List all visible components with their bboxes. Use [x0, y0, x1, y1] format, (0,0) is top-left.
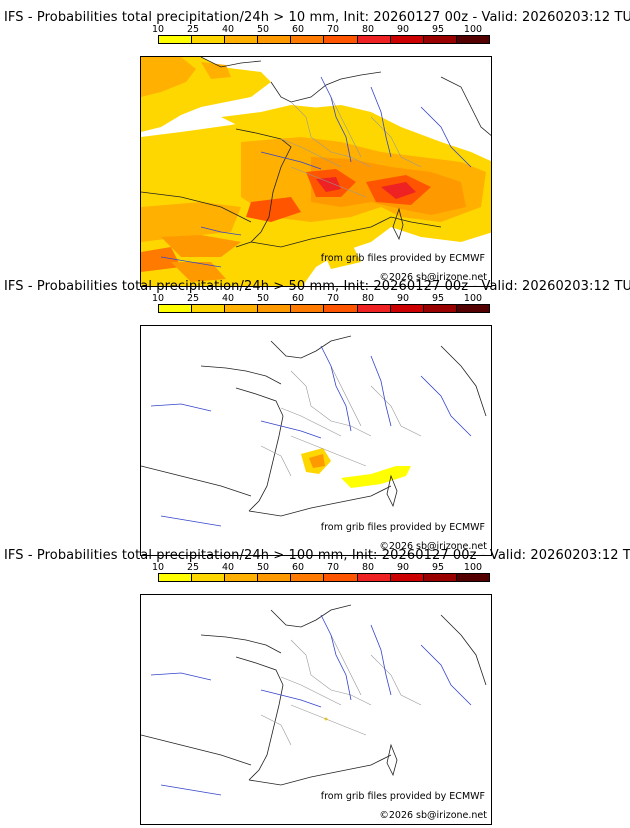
admin-borders — [260, 634, 422, 746]
colorbar-segment — [357, 36, 391, 43]
precip-shading — [301, 448, 411, 488]
colorbar-tick: 50 — [256, 562, 270, 573]
colorbar-segment — [291, 36, 325, 43]
data-source-credit: from grib files provided by ECMWF — [320, 791, 485, 802]
colorbar-segment — [324, 36, 358, 43]
colorbar-tick: 25 — [186, 24, 200, 35]
colorbar-segment — [159, 36, 193, 43]
colorbar-tick: 80 — [361, 293, 375, 304]
colorbar-tick: 25 — [186, 293, 200, 304]
colorbar-segment — [390, 36, 424, 43]
panel-title: IFS - Probabilities total precipitation/… — [4, 10, 630, 25]
probability-map: from grib files provided by ECMWF ©2026 … — [140, 56, 492, 287]
colorbar-tick: 90 — [396, 562, 410, 573]
colorbar-segment — [390, 305, 424, 312]
copyright-credit: ©2026 sb@irizone.net — [379, 272, 487, 283]
colorbar-tick: 50 — [256, 24, 270, 35]
colorbar-segment — [159, 574, 193, 581]
colorbar-tick: 60 — [291, 562, 305, 573]
coastlines — [141, 604, 487, 786]
map-canvas — [141, 604, 487, 796]
data-source-credit: from grib files provided by ECMWF — [320, 522, 485, 533]
colorbar-segment — [192, 574, 226, 581]
colorbar-tick: 60 — [291, 293, 305, 304]
colorbar-segment — [192, 36, 226, 43]
colorbar-segment — [456, 574, 489, 581]
colorbar-tick: 100 — [463, 293, 483, 304]
data-source-credit: from grib files provided by ECMWF — [320, 253, 485, 264]
map-canvas — [141, 57, 491, 286]
colorbar-segment — [324, 574, 358, 581]
colorbar-tick: 40 — [221, 24, 235, 35]
colorbar-segment — [324, 305, 358, 312]
colorbar-tick: 10 — [151, 562, 165, 573]
colorbar-tick: 60 — [291, 24, 305, 35]
colorbar-segment — [258, 574, 292, 581]
colorbar-segment — [159, 305, 193, 312]
colorbar-tick: 90 — [396, 24, 410, 35]
colorbar-segment — [291, 574, 325, 581]
rivers — [160, 76, 472, 268]
colorbar-tick: 80 — [361, 24, 375, 35]
admin-borders — [260, 365, 422, 477]
colorbar-segment — [192, 305, 226, 312]
admin-borders — [280, 96, 422, 198]
map-canvas — [141, 335, 487, 527]
colorbar-tick: 40 — [221, 562, 235, 573]
colorbar-segment — [225, 574, 259, 581]
colorbar-ticks: 10 25 40 50 60 70 80 90 95 100 — [150, 563, 500, 573]
colorbar-segment — [225, 36, 259, 43]
colorbar-tick: 10 — [151, 24, 165, 35]
colorbar-tick: 90 — [396, 293, 410, 304]
colorbar-segment — [423, 36, 457, 43]
coastlines — [141, 335, 487, 517]
colorbar-tick: 70 — [326, 293, 340, 304]
colorbar-tick: 100 — [463, 562, 483, 573]
colorbar — [158, 35, 490, 44]
colorbar-tick: 10 — [151, 293, 165, 304]
colorbar-segment — [258, 305, 292, 312]
colorbar-segment — [357, 305, 391, 312]
colorbar-tick: 70 — [326, 562, 340, 573]
colorbar-tick: 95 — [431, 562, 445, 573]
probability-map: from grib files provided by ECMWF ©2026 … — [140, 325, 492, 556]
copyright-credit: ©2026 sb@irizone.net — [379, 810, 487, 821]
colorbar-tick: 25 — [186, 562, 200, 573]
map-panel-10mm: IFS - Probabilities total precipitation/… — [0, 10, 630, 287]
colorbar-tick: 95 — [431, 24, 445, 35]
colorbar-segment — [225, 305, 259, 312]
copyright-credit: ©2026 sb@irizone.net — [379, 541, 487, 552]
colorbar — [158, 573, 490, 582]
colorbar — [158, 304, 490, 313]
precip-shading — [141, 57, 491, 286]
colorbar-segment — [456, 36, 489, 43]
colorbar-segment — [291, 305, 325, 312]
panel-title: IFS - Probabilities total precipitation/… — [4, 279, 630, 294]
colorbar-tick: 100 — [463, 24, 483, 35]
colorbar-segment — [423, 305, 457, 312]
colorbar-segment — [423, 574, 457, 581]
colorbar-tick: 40 — [221, 293, 235, 304]
probability-map: from grib files provided by ECMWF ©2026 … — [140, 594, 492, 825]
colorbar-segment — [390, 574, 424, 581]
colorbar-segment — [357, 574, 391, 581]
colorbar-tick: 70 — [326, 24, 340, 35]
colorbar-tick: 50 — [256, 293, 270, 304]
colorbar-ticks: 10 25 40 50 60 70 80 90 95 100 — [150, 294, 500, 304]
panel-title: IFS - Probabilities total precipitation/… — [4, 548, 630, 563]
colorbar-tick: 95 — [431, 293, 445, 304]
rivers — [150, 345, 472, 527]
coastlines — [141, 57, 491, 248]
map-panel-100mm: IFS - Probabilities total precipitation/… — [0, 548, 630, 825]
colorbar-segment — [258, 36, 292, 43]
colorbar-tick: 80 — [361, 562, 375, 573]
colorbar-ticks: 10 25 40 50 60 70 80 90 95 100 — [150, 25, 500, 35]
colorbar-segment — [456, 305, 489, 312]
map-panel-50mm: IFS - Probabilities total precipitation/… — [0, 279, 630, 556]
rivers — [150, 614, 472, 796]
